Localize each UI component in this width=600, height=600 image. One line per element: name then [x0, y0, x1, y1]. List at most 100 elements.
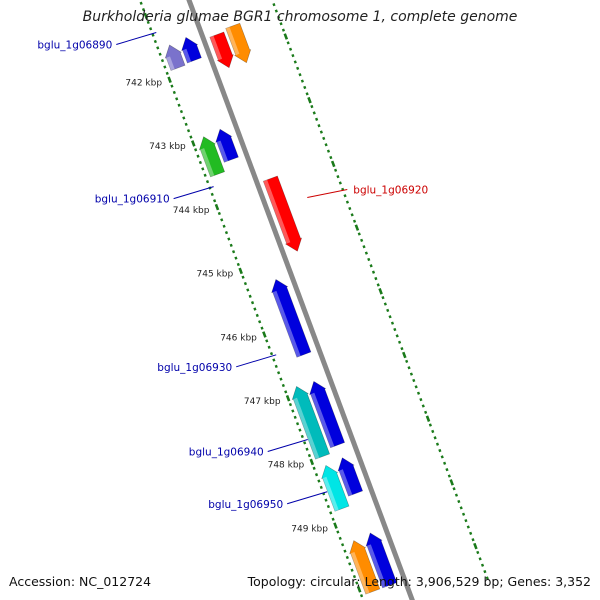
- gene-label[interactable]: bglu_1g06950: [208, 499, 283, 511]
- minor-tick: [407, 366, 411, 370]
- minor-tick: [281, 383, 285, 388]
- minor-tick: [310, 104, 314, 109]
- minor-tick: [141, 8, 146, 12]
- major-tick: [307, 96, 312, 104]
- minor-tick: [421, 404, 425, 408]
- gene-arrow[interactable]: [181, 36, 202, 64]
- minor-tick: [324, 498, 328, 502]
- minor-tick: [179, 109, 184, 114]
- gene-arrow[interactable]: [198, 136, 225, 178]
- minor-tick: [480, 563, 485, 567]
- minor-tick: [478, 557, 482, 561]
- minor-tick: [326, 504, 330, 509]
- minor-tick: [440, 455, 444, 459]
- gene-arrow[interactable]: [309, 380, 345, 449]
- minor-tick: [395, 334, 399, 338]
- minor-tick: [329, 511, 333, 515]
- minor-tick: [443, 461, 447, 465]
- minor-tick: [279, 22, 283, 26]
- scale-ticks-inner: [139, 1, 364, 598]
- minor-tick: [414, 385, 418, 389]
- minor-tick: [447, 474, 451, 478]
- minor-tick: [345, 555, 349, 560]
- minor-tick: [454, 493, 459, 497]
- scale-tick-label: 746 kbp: [220, 333, 257, 343]
- minor-tick: [269, 352, 274, 356]
- minor-tick: [367, 257, 371, 262]
- minor-tick: [352, 219, 357, 223]
- minor-tick: [329, 155, 333, 160]
- label-leader-line: [116, 32, 157, 45]
- minor-tick: [146, 20, 150, 25]
- minor-tick: [234, 256, 238, 260]
- minor-tick: [250, 301, 255, 305]
- minor-tick: [317, 479, 321, 483]
- gene-label[interactable]: bglu_1g06930: [157, 362, 232, 374]
- label-leader-line: [307, 188, 348, 198]
- minor-tick: [485, 576, 489, 580]
- gene-arrow[interactable]: [225, 22, 252, 64]
- major-tick: [285, 394, 291, 402]
- gene-label-leaders: [116, 32, 348, 505]
- minor-tick: [305, 447, 309, 451]
- gene-arrow[interactable]: [262, 175, 303, 252]
- minor-tick: [258, 320, 262, 324]
- minor-tick: [272, 358, 276, 362]
- minor-tick: [288, 402, 293, 407]
- minor-tick: [194, 148, 198, 152]
- minor-tick: [431, 429, 435, 434]
- gene-arrow[interactable]: [215, 128, 239, 163]
- minor-tick: [255, 313, 259, 318]
- minor-tick: [374, 276, 378, 281]
- minor-tick: [483, 569, 487, 574]
- major-tick: [449, 479, 454, 486]
- minor-tick: [196, 154, 200, 158]
- minor-tick: [400, 346, 404, 351]
- minor-tick: [343, 549, 347, 553]
- minor-tick: [300, 434, 304, 439]
- gene-arrow[interactable]: [164, 44, 186, 71]
- minor-tick: [464, 518, 468, 523]
- minor-tick: [359, 594, 364, 598]
- minor-tick: [307, 453, 311, 458]
- minor-tick: [153, 39, 157, 44]
- minor-tick: [229, 243, 233, 247]
- minor-tick: [419, 397, 423, 402]
- gene-label[interactable]: bglu_1g06890: [37, 39, 112, 51]
- gene-arrow[interactable]: [365, 532, 398, 589]
- gene-label[interactable]: bglu_1g06910: [95, 194, 170, 206]
- major-tick: [356, 586, 362, 593]
- minor-tick: [170, 84, 174, 88]
- minor-tick: [198, 160, 202, 165]
- gene-arrow[interactable]: [291, 385, 330, 460]
- minor-tick: [293, 415, 297, 419]
- minor-tick: [393, 327, 397, 332]
- minor-tick: [315, 117, 319, 121]
- gene-label[interactable]: bglu_1g06920: [353, 184, 428, 196]
- gene-arrow[interactable]: [349, 540, 381, 595]
- minor-tick: [312, 466, 316, 470]
- scale-ticks-outer: [272, 3, 489, 580]
- minor-tick: [459, 506, 463, 510]
- minor-tick: [182, 116, 186, 120]
- minor-tick: [345, 200, 350, 204]
- label-leader-line: [236, 354, 277, 368]
- scale-tick-labels: 742 kbp 743 kbp 744 kbp 745 kbp 746 kbp 747 k…: [125, 79, 328, 535]
- gene-features: [164, 22, 398, 595]
- gene-arrow[interactable]: [209, 31, 234, 69]
- scale-tick-label: 745 kbp: [197, 270, 234, 280]
- minor-tick: [248, 294, 252, 298]
- gene-arrow[interactable]: [271, 279, 312, 358]
- gene-arrow[interactable]: [321, 464, 350, 512]
- gene-label[interactable]: bglu_1g06940: [189, 447, 264, 459]
- minor-tick: [314, 473, 319, 477]
- minor-tick: [295, 422, 300, 426]
- minor-tick: [298, 73, 302, 77]
- minor-tick: [205, 180, 210, 184]
- major-tick: [309, 458, 315, 466]
- minor-tick: [291, 409, 295, 413]
- gene-arrow[interactable]: [337, 457, 363, 497]
- minor-tick: [288, 47, 293, 51]
- minor-tick: [428, 423, 432, 427]
- minor-tick: [319, 130, 323, 134]
